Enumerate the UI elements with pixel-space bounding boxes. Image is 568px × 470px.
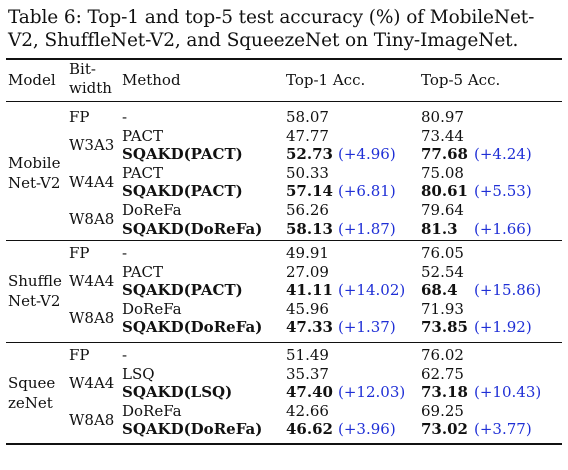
top5-cell: 80.97	[421, 108, 464, 126]
bitwidth-cell: W4A4	[69, 271, 115, 290]
model-name-line2: zeNet	[8, 393, 53, 412]
bitwidth-cell: W4A4	[69, 373, 115, 392]
top1-cell: 35.37	[286, 364, 329, 383]
top-rule	[6, 58, 562, 60]
header-top5: Top-5 Acc.	[421, 71, 501, 89]
top5-cell: 69.25	[421, 401, 464, 420]
method-cell: -	[122, 346, 128, 364]
header-model: Model	[8, 71, 56, 89]
method-cell: DoReFa	[122, 401, 182, 420]
top5-cell: 73.44	[421, 126, 464, 145]
top1-delta: (+14.02)	[338, 281, 406, 300]
top5-delta: (+5.53)	[474, 182, 532, 201]
top5-cell: 77.68	[421, 145, 468, 164]
top5-cell: 75.08	[421, 163, 464, 182]
top5-cell: 73.18	[421, 383, 468, 402]
top5-delta: (+1.66)	[474, 219, 532, 238]
top1-cell: 47.33	[286, 318, 333, 337]
top5-cell: 71.93	[421, 299, 464, 318]
header-bitwidth-line2: width	[69, 79, 112, 97]
top1-cell: 46.62	[286, 420, 333, 439]
top5-cell: 80.61	[421, 182, 468, 201]
top1-cell: 27.09	[286, 262, 329, 281]
top1-delta: (+1.87)	[338, 219, 396, 238]
top1-cell: 52.73	[286, 145, 333, 164]
top1-delta: (+6.81)	[338, 182, 396, 201]
method-cell: SQAKD(DoReFa)	[122, 219, 263, 238]
model-name-line2: Net-V2	[8, 174, 61, 193]
method-cell: SQAKD(DoReFa)	[122, 318, 263, 337]
top1-cell: 42.66	[286, 401, 329, 420]
group-rule	[6, 240, 562, 241]
model-name-line1: Squee	[8, 373, 56, 392]
bitwidth-cell: FP	[69, 244, 90, 262]
method-cell: PACT	[122, 126, 164, 145]
top1-cell: 45.96	[286, 299, 329, 318]
top5-delta: (+1.92)	[474, 318, 532, 337]
top5-cell: 76.02	[421, 346, 464, 364]
bitwidth-cell: FP	[69, 108, 90, 126]
bottom-rule	[6, 443, 562, 445]
top5-delta: (+15.86)	[474, 281, 542, 300]
bitwidth-cell: W8A8	[69, 411, 115, 430]
top1-delta: (+4.96)	[338, 145, 396, 164]
bitwidth-cell: FP	[69, 346, 90, 364]
method-cell: SQAKD(PACT)	[122, 182, 243, 201]
top1-cell: 47.77	[286, 126, 329, 145]
top5-cell: 52.54	[421, 262, 464, 281]
method-cell: LSQ	[122, 364, 155, 383]
method-cell: SQAKD(LSQ)	[122, 383, 233, 402]
top5-cell: 81.3	[421, 219, 458, 238]
top5-delta: (+10.43)	[474, 383, 542, 402]
header-rule	[6, 101, 562, 102]
top1-cell: 51.49	[286, 346, 329, 364]
bitwidth-cell: W8A8	[69, 309, 115, 328]
method-cell: -	[122, 244, 128, 262]
method-cell: SQAKD(PACT)	[122, 281, 243, 300]
model-name-line1: Mobile	[8, 154, 61, 173]
top1-cell: 49.91	[286, 244, 329, 262]
top5-cell: 76.05	[421, 244, 464, 262]
method-cell: PACT	[122, 163, 164, 182]
header-method: Method	[122, 71, 181, 89]
model-name-line1: Shuffle	[8, 271, 62, 290]
bitwidth-cell: W8A8	[69, 210, 115, 229]
top5-delta: (+3.77)	[474, 420, 532, 439]
top5-cell: 79.64	[421, 201, 464, 219]
top5-cell: 73.85	[421, 318, 468, 337]
top5-delta: (+4.24)	[474, 145, 532, 164]
model-name-line2: Net-V2	[8, 291, 61, 310]
method-cell: SQAKD(PACT)	[122, 145, 243, 164]
top1-cell: 57.14	[286, 182, 333, 201]
group-rule	[6, 342, 562, 343]
top1-cell: 58.13	[286, 219, 333, 238]
header-top1: Top-1 Acc.	[286, 71, 366, 89]
method-cell: -	[122, 108, 128, 126]
method-cell: SQAKD(DoReFa)	[122, 420, 263, 439]
header-bitwidth-line1: Bit-	[69, 60, 96, 78]
top5-cell: 73.02	[421, 420, 468, 439]
top1-cell: 58.07	[286, 108, 329, 126]
top1-cell: 50.33	[286, 163, 329, 182]
top1-cell: 56.26	[286, 201, 329, 219]
top5-cell: 68.4	[421, 281, 458, 300]
top5-cell: 62.75	[421, 364, 464, 383]
method-cell: DoReFa	[122, 299, 182, 318]
method-cell: DoReFa	[122, 201, 182, 219]
table-caption: Table 6: Top-1 and top-5 test accuracy (…	[8, 7, 535, 51]
top1-cell: 47.40	[286, 383, 333, 402]
bitwidth-cell: W4A4	[69, 173, 115, 192]
bitwidth-cell: W3A3	[69, 135, 115, 154]
top1-delta: (+3.96)	[338, 420, 396, 439]
method-cell: PACT	[122, 262, 164, 281]
top1-delta: (+1.37)	[338, 318, 396, 337]
top1-delta: (+12.03)	[338, 383, 406, 402]
top1-cell: 41.11	[286, 281, 333, 300]
